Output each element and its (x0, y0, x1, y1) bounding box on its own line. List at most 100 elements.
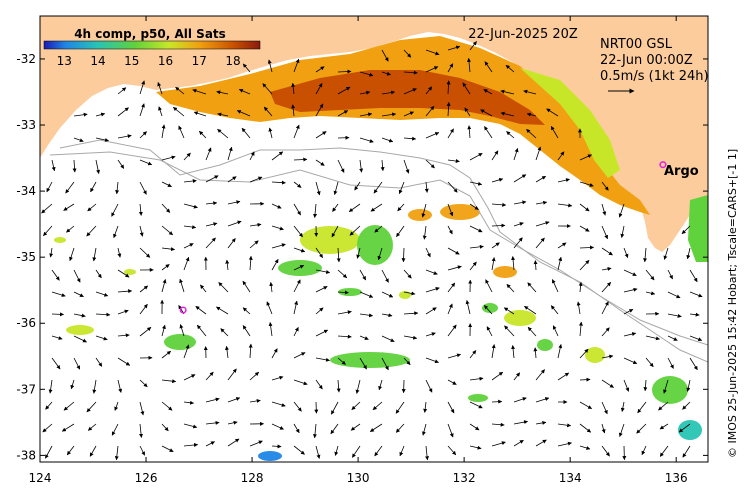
current-vector (217, 112, 229, 117)
sst-patch (468, 394, 488, 402)
current-vector (161, 379, 177, 384)
current-vector (227, 438, 240, 447)
current-vector (337, 110, 349, 117)
current-vector (293, 264, 305, 271)
current-vector (446, 80, 451, 95)
current-vector (682, 445, 691, 458)
current-vector (658, 401, 669, 411)
current-vector (42, 423, 53, 433)
sst-patch (164, 334, 196, 350)
current-vector (225, 259, 230, 271)
current-vector (359, 71, 374, 77)
current-vector (381, 313, 393, 318)
y-tick-label: -37 (16, 382, 36, 396)
current-vector (161, 247, 175, 252)
current-vector (533, 347, 538, 359)
current-vector (269, 281, 274, 293)
current-vector (293, 352, 306, 359)
current-vector (469, 401, 483, 409)
current-vector (513, 372, 521, 381)
current-vector (315, 307, 324, 315)
current-vector (293, 327, 299, 337)
current-vector (397, 203, 405, 212)
current-vector (369, 423, 383, 432)
current-vector (623, 287, 638, 293)
current-vector (161, 203, 171, 213)
current-vector (192, 88, 207, 95)
current-vector (500, 111, 515, 117)
current-vector (139, 225, 144, 237)
current-vector (425, 159, 435, 169)
current-vector (262, 83, 273, 95)
current-vector (139, 303, 148, 315)
credit-text: © IMOS 25-Jun-2025 15:42 Hobart; Tscale=… (726, 149, 739, 458)
current-vector (467, 57, 471, 73)
current-vector (359, 112, 373, 117)
current-vector (293, 300, 299, 315)
current-vector (447, 63, 454, 73)
current-vector (161, 445, 174, 452)
current-vector (92, 379, 97, 394)
current-vector (645, 335, 660, 341)
current-vector (183, 256, 190, 271)
current-vector (359, 269, 367, 281)
x-axis: 124 126 128 130 132 134 136 (29, 16, 688, 485)
current-vector (601, 423, 606, 434)
current-vector (205, 371, 214, 381)
current-vector (618, 203, 625, 218)
current-vector (139, 103, 145, 117)
y-tick-label: -36 (16, 316, 36, 330)
current-vector (51, 335, 63, 340)
current-vector (139, 401, 145, 416)
current-vector (227, 220, 242, 227)
current-vector (546, 108, 559, 117)
current-vector (381, 112, 397, 117)
current-vector (503, 307, 515, 315)
current-vector (513, 439, 524, 447)
current-vector (447, 423, 454, 438)
current-vector (623, 379, 630, 392)
current-vector (117, 379, 123, 393)
current-vector (359, 137, 374, 143)
current-vector (249, 176, 263, 183)
current-vector (623, 357, 638, 365)
current-vector (381, 357, 389, 371)
current-vector (601, 247, 613, 256)
current-vector (403, 311, 419, 316)
current-vector (381, 291, 394, 298)
current-vector (667, 357, 674, 369)
current-vector (117, 309, 129, 315)
current-vector (637, 401, 647, 414)
sst-patch (504, 310, 536, 326)
current-vector (423, 401, 428, 413)
current-vector (645, 357, 654, 368)
current-vector (643, 247, 648, 263)
current-vector (117, 247, 122, 258)
current-vector (359, 357, 367, 370)
current-vector (333, 181, 339, 196)
current-vector (535, 397, 550, 403)
current-vector (355, 379, 361, 394)
current-vector (205, 441, 215, 447)
current-vector (557, 344, 563, 359)
current-vector (425, 247, 431, 258)
current-vector (403, 357, 411, 366)
current-vector (469, 225, 483, 233)
x-tick-label: 126 (135, 471, 158, 485)
current-vector (268, 127, 273, 139)
current-vector (66, 225, 75, 233)
current-vector (667, 335, 678, 341)
current-vector (645, 269, 655, 281)
current-vector (601, 354, 614, 359)
current-vector (216, 306, 229, 315)
current-vector (579, 348, 589, 359)
current-vector (601, 203, 607, 216)
current-vector (535, 420, 547, 425)
current-vector (601, 445, 610, 457)
current-vector (271, 401, 286, 407)
current-vector (523, 89, 537, 95)
current-vector (576, 301, 581, 315)
current-vector (513, 397, 527, 403)
current-vector (95, 112, 106, 117)
x-tick-label: 128 (241, 471, 264, 485)
